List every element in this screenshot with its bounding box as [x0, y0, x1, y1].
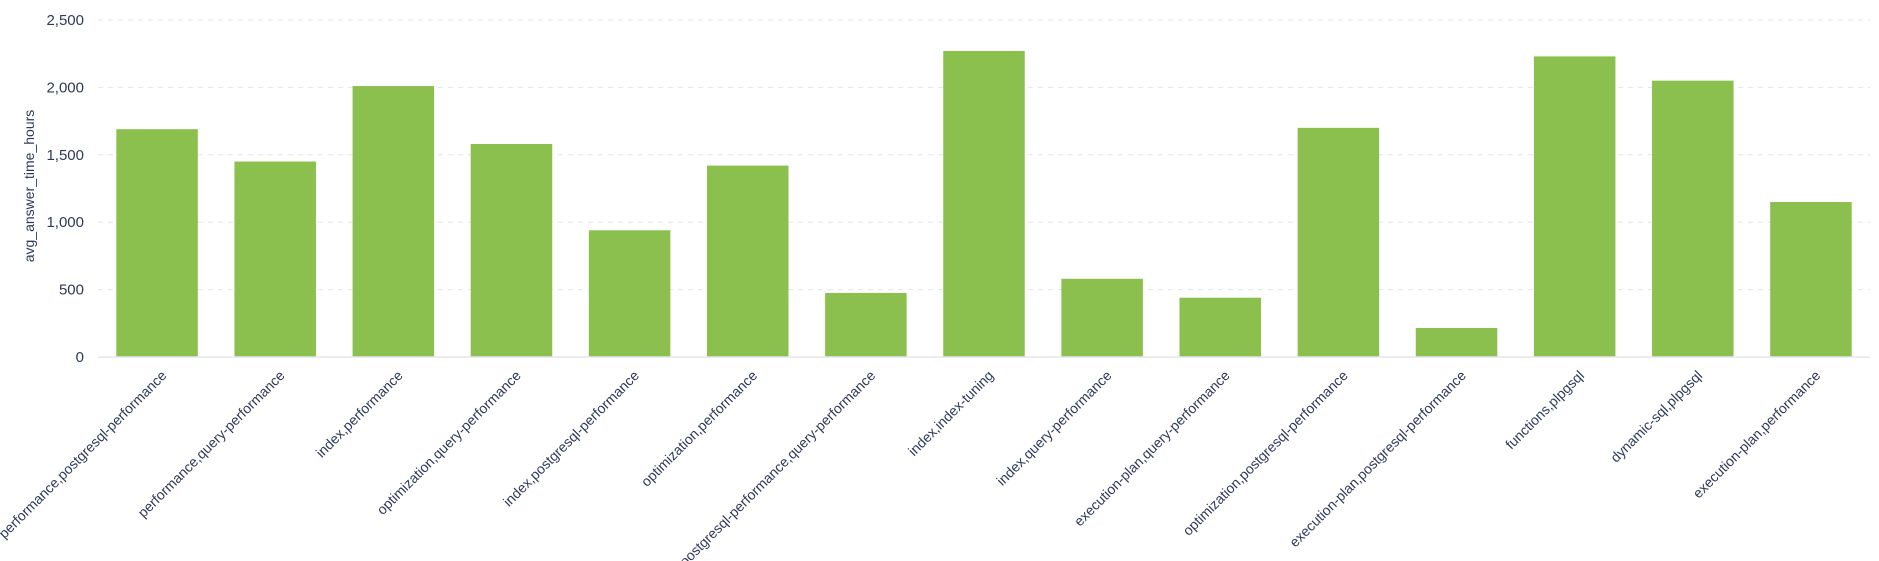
y-tick-label: 1,000: [46, 214, 84, 231]
y-axis-ticks: 0 500 1,000 1,500 2,000 2,500: [46, 12, 84, 366]
bar[interactable]: [825, 292, 907, 357]
x-tick-label: dynamic-sql,plpgsql: [1607, 367, 1705, 465]
x-tick-label: functions,plpgsql: [1502, 367, 1587, 452]
bar[interactable]: [352, 86, 435, 357]
bar[interactable]: [1061, 278, 1143, 357]
x-tick-label: execution-plan,performance: [1689, 367, 1823, 501]
bar[interactable]: [1652, 80, 1734, 357]
y-tick-label: 1,500: [46, 147, 84, 164]
y-axis-title: avg_answer_time_hours: [21, 110, 37, 263]
y-tick-label: 0: [76, 349, 84, 366]
bar[interactable]: [706, 165, 789, 357]
bar[interactable]: [470, 144, 553, 357]
bar[interactable]: [1770, 201, 1852, 357]
bar[interactable]: [1179, 297, 1262, 357]
x-axis-ticks: performance,postgresql-performanceperfor…: [0, 367, 1824, 561]
bar[interactable]: [1415, 328, 1498, 357]
bars: [116, 51, 1852, 358]
bar[interactable]: [234, 161, 316, 357]
bar[interactable]: [588, 230, 671, 357]
x-tick-label: index,index-tuning: [905, 367, 997, 459]
bar[interactable]: [1533, 56, 1616, 358]
bar[interactable]: [116, 129, 198, 357]
y-tick-label: 2,000: [46, 79, 84, 96]
bar[interactable]: [943, 51, 1025, 358]
y-tick-label: 500: [59, 282, 84, 299]
y-tick-label: 2,500: [46, 12, 84, 29]
x-tick-label: optimization,performance: [638, 367, 761, 490]
x-tick-label: index,query-performance: [993, 367, 1115, 489]
x-tick-label: postgresql-performance,query-performance: [676, 367, 878, 561]
x-tick-label: index,performance: [313, 367, 406, 460]
x-tick-label: index,postgresql-performance: [500, 367, 642, 509]
bar[interactable]: [1297, 127, 1380, 357]
